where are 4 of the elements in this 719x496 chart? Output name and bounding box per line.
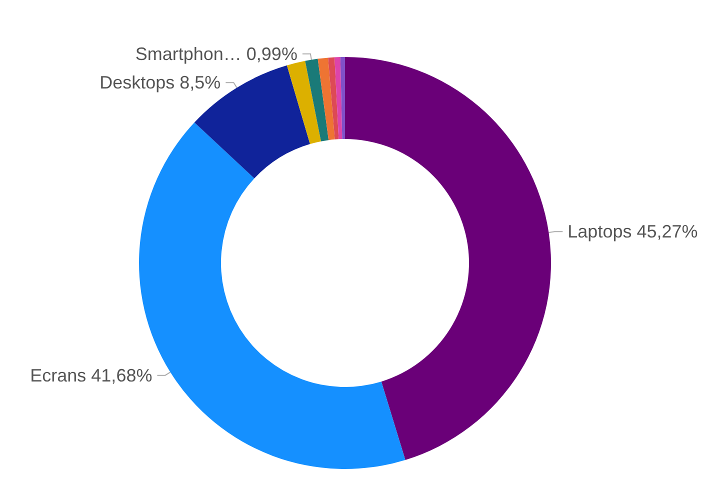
slice-label: Smartphon… 0,99% xyxy=(135,44,298,64)
slice-label: Ecrans 41,68% xyxy=(30,365,152,386)
slice-label: Desktops 8,5% xyxy=(100,72,221,93)
slice-label: Laptops 45,27% xyxy=(568,222,698,242)
